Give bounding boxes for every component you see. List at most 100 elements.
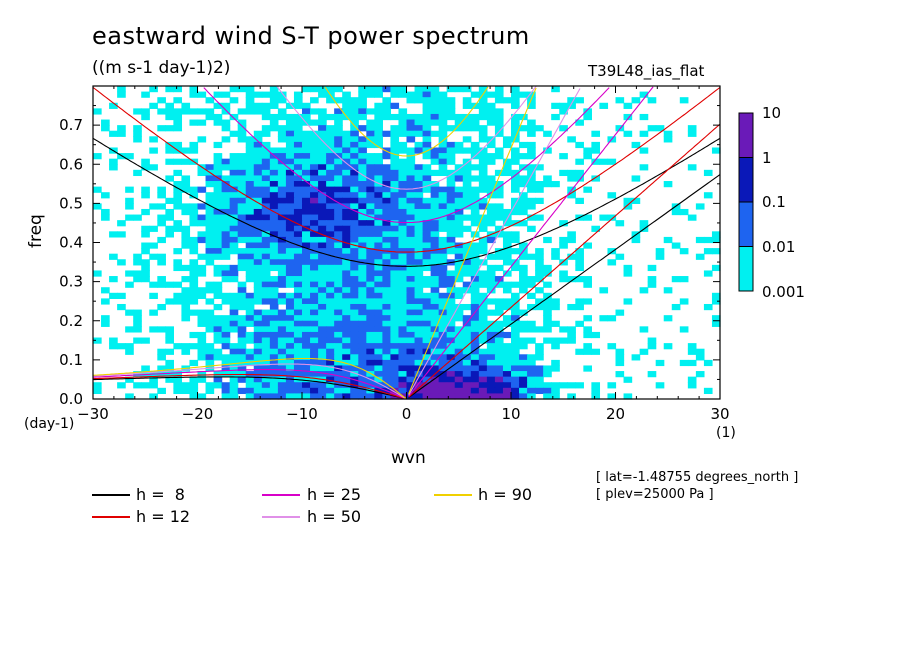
heatmap-cell bbox=[551, 343, 560, 350]
heatmap-cell bbox=[551, 393, 560, 400]
heatmap-cell bbox=[398, 264, 408, 272]
heatmap-cell bbox=[374, 331, 383, 339]
heatmap-cell bbox=[269, 331, 279, 339]
heatmap-cell bbox=[285, 292, 295, 299]
heatmap-cell bbox=[535, 186, 544, 193]
heatmap-cell bbox=[302, 253, 311, 260]
heatmap-cell bbox=[519, 270, 528, 277]
heatmap-cell bbox=[221, 119, 231, 126]
heatmap-cell bbox=[374, 371, 383, 378]
heatmap-cell bbox=[366, 220, 375, 227]
heatmap-cell bbox=[583, 365, 592, 372]
heatmap-cell bbox=[527, 203, 536, 210]
heatmap-cell bbox=[358, 186, 367, 193]
heatmap-cell bbox=[486, 214, 496, 221]
heatmap-cell bbox=[181, 264, 191, 272]
heatmap-cell bbox=[165, 365, 174, 372]
heatmap-cell bbox=[511, 136, 520, 143]
heatmap-cell bbox=[229, 393, 239, 400]
heatmap-cell bbox=[261, 236, 271, 244]
heatmap-cell bbox=[277, 253, 287, 260]
heatmap-cell bbox=[245, 203, 255, 210]
heatmap-cell bbox=[559, 236, 568, 244]
heatmap-cell bbox=[519, 359, 528, 367]
heatmap-cell bbox=[615, 359, 625, 367]
heatmap-cell bbox=[422, 309, 432, 316]
heatmap-cell bbox=[221, 337, 231, 344]
heatmap-cell bbox=[406, 236, 416, 244]
heatmap-cell bbox=[213, 220, 223, 227]
heatmap-cell bbox=[382, 130, 392, 137]
heatmap-cell bbox=[285, 281, 295, 288]
heatmap-cell bbox=[293, 130, 303, 137]
heatmap-cell bbox=[269, 253, 279, 260]
heatmap-cell bbox=[511, 393, 520, 400]
heatmap-cell bbox=[430, 365, 440, 372]
heatmap-cell bbox=[390, 141, 400, 149]
heatmap-cell bbox=[157, 259, 166, 266]
heatmap-cell bbox=[350, 97, 359, 104]
heatmap-cell bbox=[527, 141, 536, 149]
heatmap-cell bbox=[285, 270, 295, 277]
heatmap-cell bbox=[173, 387, 183, 395]
heatmap-cell bbox=[181, 309, 191, 316]
heatmap-cell bbox=[229, 298, 239, 305]
heatmap-cell bbox=[366, 248, 375, 255]
heatmap-cell bbox=[285, 164, 295, 171]
heatmap-cell bbox=[454, 259, 464, 266]
heatmap-cell bbox=[101, 208, 110, 216]
heatmap-cell bbox=[310, 276, 319, 283]
heatmap-cell bbox=[519, 153, 528, 160]
heatmap-cell bbox=[382, 359, 392, 367]
heatmap-cell bbox=[245, 231, 255, 238]
heatmap-cell bbox=[165, 197, 174, 204]
heatmap-cell bbox=[406, 186, 416, 193]
heatmap-cell bbox=[583, 343, 592, 350]
heatmap-cell bbox=[454, 292, 464, 299]
heatmap-cell bbox=[374, 108, 383, 115]
heatmap-cell bbox=[462, 181, 472, 188]
heatmap-cell bbox=[478, 153, 488, 160]
heatmap-cell bbox=[382, 292, 392, 299]
heatmap-cell bbox=[430, 108, 440, 115]
heatmap-cell bbox=[237, 86, 247, 93]
heatmap-cell bbox=[310, 203, 319, 210]
heatmap-cell bbox=[390, 337, 400, 344]
heatmap-cell bbox=[454, 359, 464, 367]
heatmap-cell bbox=[382, 242, 392, 249]
heatmap-cell bbox=[293, 303, 303, 311]
heatmap-cell bbox=[350, 231, 359, 238]
heatmap-cell bbox=[462, 354, 472, 361]
heatmap-cell bbox=[511, 259, 520, 266]
heatmap-cell bbox=[149, 136, 158, 143]
heatmap-cell bbox=[342, 309, 351, 316]
heatmap-cell bbox=[422, 153, 432, 160]
heatmap-cell bbox=[350, 359, 359, 367]
heatmap-cell bbox=[326, 236, 335, 244]
heatmap-cell bbox=[398, 91, 408, 98]
heatmap-cell bbox=[285, 393, 295, 400]
heatmap-cell bbox=[358, 270, 367, 277]
heatmap-cell bbox=[438, 315, 448, 322]
heatmap-cell bbox=[358, 365, 367, 372]
heatmap-cell bbox=[205, 359, 215, 367]
heatmap-cell bbox=[342, 225, 351, 232]
heatmap-cell bbox=[326, 125, 335, 132]
heatmap-cell bbox=[575, 303, 584, 311]
heatmap-cell bbox=[269, 281, 279, 288]
heatmap-cell bbox=[197, 331, 207, 339]
heatmap-cell bbox=[141, 382, 150, 389]
heatmap-cell bbox=[237, 181, 247, 188]
heatmap-cell bbox=[293, 348, 303, 355]
heatmap-cell bbox=[261, 343, 271, 350]
heatmap-cell bbox=[366, 343, 375, 350]
legend-label-h8: h = 8 bbox=[136, 485, 185, 504]
heatmap-cell bbox=[711, 298, 721, 305]
kelvin-curve-h25 bbox=[408, 86, 654, 397]
heatmap-cell bbox=[293, 203, 303, 210]
heatmap-cell bbox=[310, 331, 319, 339]
heatmap-cell bbox=[398, 365, 408, 372]
heatmap-cell bbox=[253, 365, 263, 372]
heatmap-cell bbox=[141, 276, 150, 283]
heatmap-cell bbox=[591, 331, 601, 339]
